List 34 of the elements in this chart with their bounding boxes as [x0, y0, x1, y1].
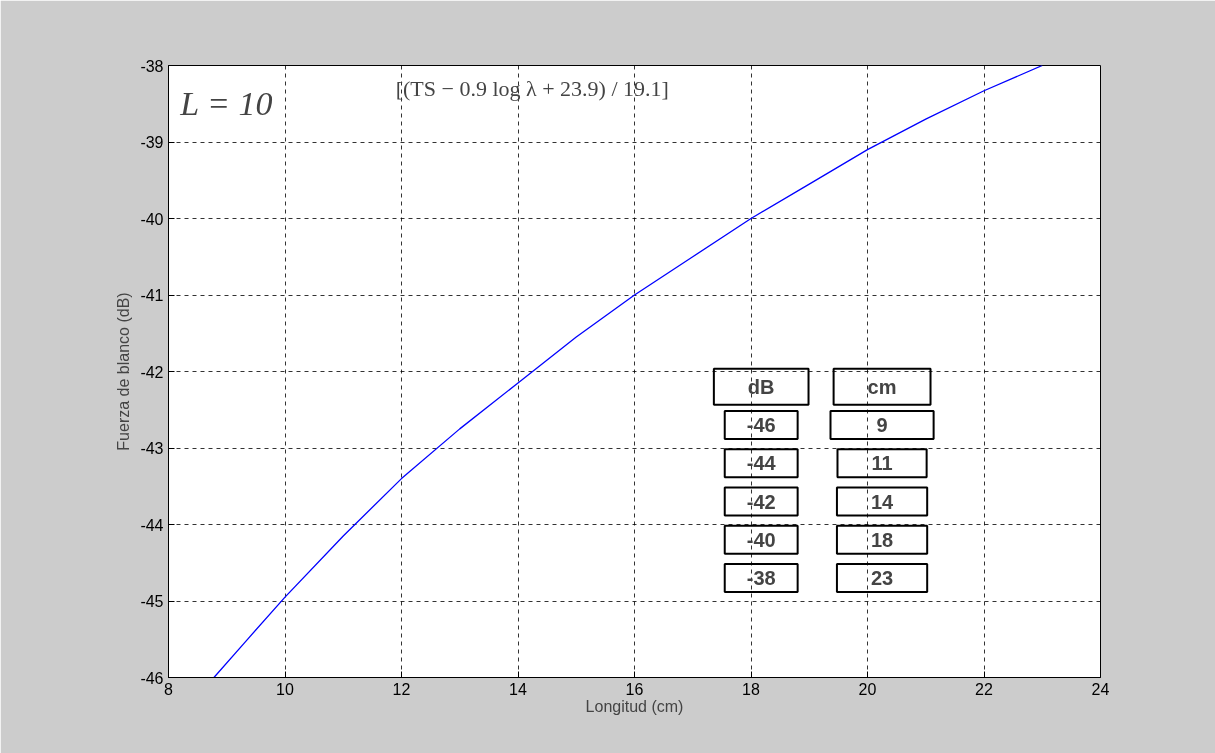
- x-tick-label: 14: [509, 680, 527, 698]
- annotation: cm: [867, 375, 897, 398]
- y-axis-title: Fuerza de blanco (dB): [115, 292, 133, 451]
- annotation: 23: [870, 567, 894, 590]
- x-tick-label: 24: [1091, 680, 1110, 698]
- annotation: -44: [746, 452, 777, 475]
- y-tick-label: -39: [140, 134, 164, 151]
- y-tick-label: -44: [140, 516, 164, 534]
- line-series: [213, 65, 1043, 678]
- annotation: -46: [746, 414, 776, 437]
- x-tick-label: 18: [742, 680, 760, 698]
- annotation: 9: [876, 414, 888, 437]
- x-tick-label: 10: [276, 680, 294, 698]
- y-tick-label: -38: [140, 57, 164, 75]
- x-axis-title: Longitud (cm): [585, 697, 684, 715]
- x-tick-label: 22: [975, 680, 993, 698]
- x-tick-label: 16: [625, 680, 644, 698]
- y-tick-label: -46: [140, 669, 164, 687]
- y-tick-label: -41: [140, 287, 164, 304]
- text: L = 10[(TS − 0.9 log λ + 23.9) / 19.1]: [180, 75, 669, 123]
- y-tick-label: -45: [140, 593, 164, 610]
- x-tick-label: 8: [164, 680, 174, 698]
- annotation: 18: [870, 528, 894, 551]
- annotation: -38: [746, 567, 776, 590]
- y-tick-label: -42: [140, 363, 164, 381]
- annotation: dB: [747, 375, 775, 398]
- annotation: -40: [746, 528, 776, 551]
- y-tick-label: -43: [140, 440, 164, 457]
- annotation: 14: [870, 490, 895, 513]
- x-tick-label: 20: [858, 680, 877, 698]
- y-tick-label: -40: [140, 210, 164, 228]
- annotation: 11: [871, 452, 893, 475]
- annotation: -42: [746, 490, 776, 513]
- x-tick-label: 12: [392, 680, 411, 698]
